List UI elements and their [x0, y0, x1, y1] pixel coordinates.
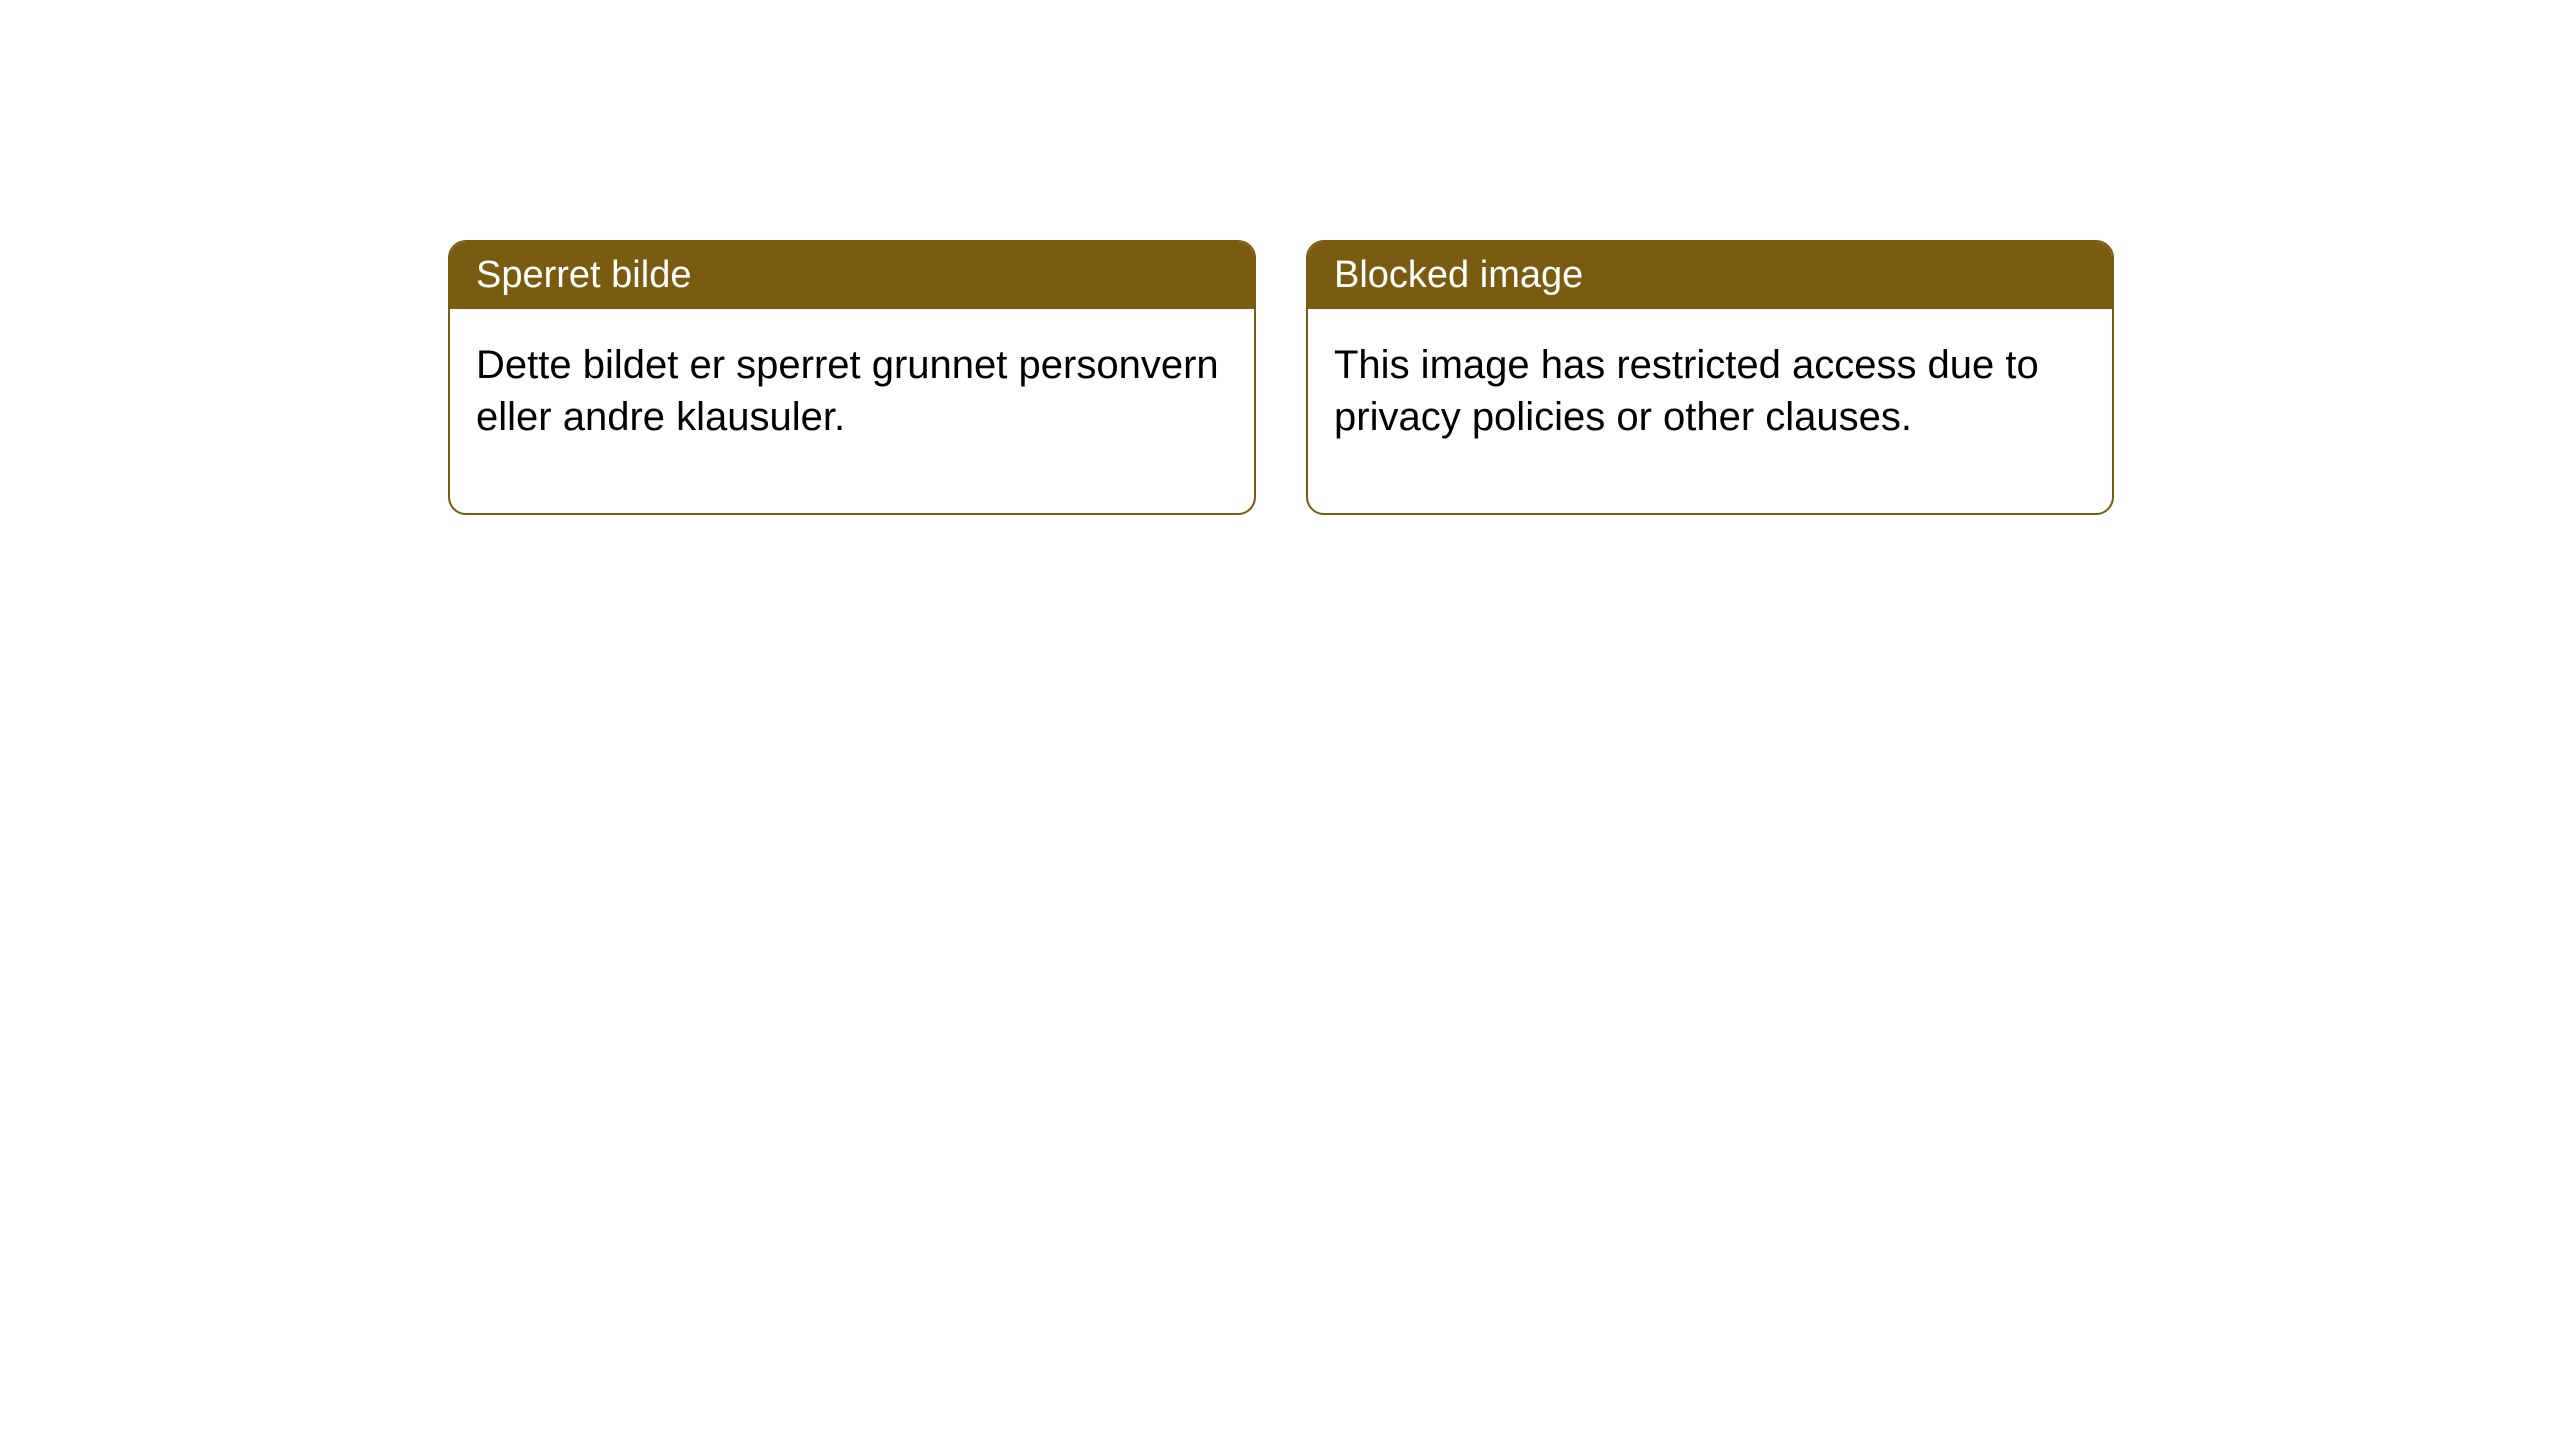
notice-card-norwegian: Sperret bilde Dette bildet er sperret gr…	[448, 240, 1256, 515]
notice-container: Sperret bilde Dette bildet er sperret gr…	[0, 0, 2560, 515]
notice-body: Dette bildet er sperret grunnet personve…	[450, 309, 1254, 513]
notice-body-text: Dette bildet er sperret grunnet personve…	[476, 343, 1219, 439]
notice-body: This image has restricted access due to …	[1308, 309, 2112, 513]
notice-header: Blocked image	[1308, 242, 2112, 309]
notice-title: Sperret bilde	[476, 254, 691, 296]
notice-card-english: Blocked image This image has restricted …	[1306, 240, 2114, 515]
notice-title: Blocked image	[1334, 254, 1583, 296]
notice-header: Sperret bilde	[450, 242, 1254, 309]
notice-body-text: This image has restricted access due to …	[1334, 343, 2039, 439]
